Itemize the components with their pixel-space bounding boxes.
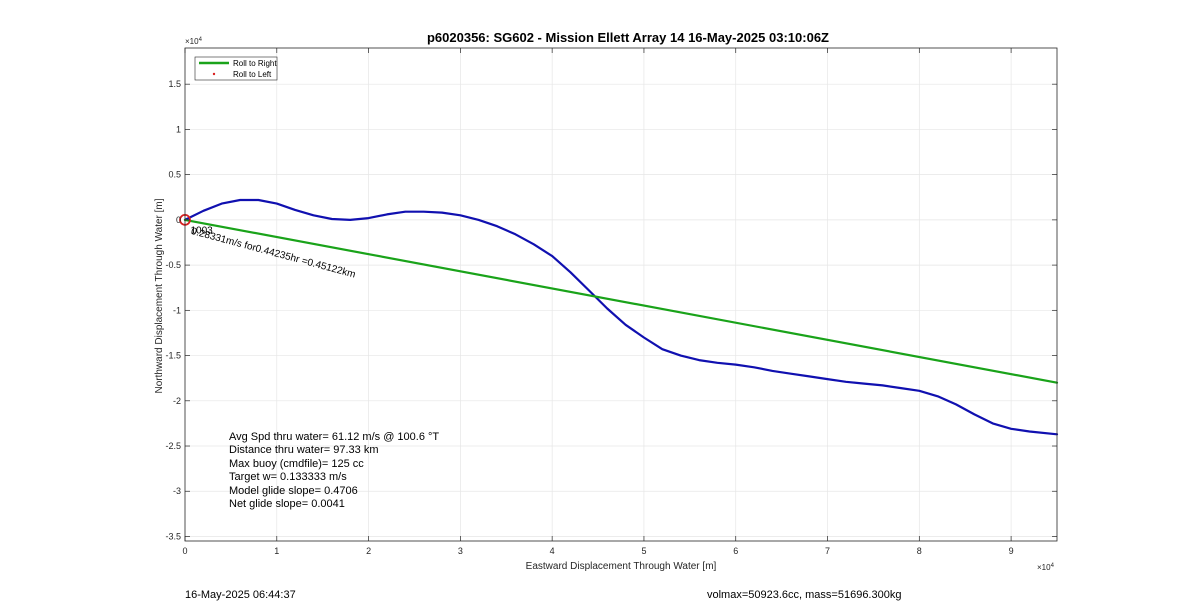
legend-marker-roll-left bbox=[212, 72, 216, 76]
stat-net-glide-slope: Net glide slope= 0.0041 bbox=[229, 498, 345, 510]
x-tick-label: 1 bbox=[274, 546, 279, 556]
x-tick-label: 3 bbox=[458, 546, 463, 556]
stats-block: Avg Spd thru water= 61.12 m/s @ 100.6 °T… bbox=[229, 431, 439, 510]
stat-distance: Distance thru water= 97.33 km bbox=[229, 444, 379, 456]
y-tick-label: -1 bbox=[173, 305, 181, 315]
stat-avg-speed: Avg Spd thru water= 61.12 m/s @ 100.6 °T bbox=[229, 431, 439, 443]
x-tick-label: 4 bbox=[550, 546, 555, 556]
footer-timestamp: 16-May-2025 06:44:37 bbox=[185, 589, 296, 601]
plot-frame bbox=[184, 47, 1058, 542]
x-tick-label: 2 bbox=[366, 546, 371, 556]
y-exponent-label: ×104 bbox=[185, 37, 203, 46]
axis-ticks: 0 1 2 3 4 5 6 7 8 9 1.5 1 0.5 0 -0.5 -1 -1.5 -2 -2.5 -3 -3.5 bbox=[165, 48, 1057, 556]
x-axis-label: Eastward Displacement Through Water [m] bbox=[526, 561, 717, 572]
y-axis-label: Northward Displacement Through Water [m] bbox=[154, 198, 165, 393]
legend: Roll to Right Roll to Left bbox=[194, 56, 277, 81]
stat-model-glide-slope: Model glide slope= 0.4706 bbox=[229, 485, 358, 497]
y-tick-label: -2.5 bbox=[165, 441, 181, 451]
x-tick-label: 7 bbox=[825, 546, 830, 556]
x-tick-label: 5 bbox=[641, 546, 646, 556]
legend-label-roll-left: Roll to Left bbox=[233, 70, 272, 79]
y-tick-label: 0.5 bbox=[168, 170, 181, 180]
y-tick-label: 1.5 bbox=[168, 79, 181, 89]
y-tick-label: -3 bbox=[173, 486, 181, 496]
legend-label-roll-right: Roll to Right bbox=[233, 59, 277, 68]
dive-number-annotation: 1003 bbox=[191, 226, 214, 237]
x-tick-label: 9 bbox=[1009, 546, 1014, 556]
y-tick-label: -0.5 bbox=[165, 260, 181, 270]
y-tick-label: -2 bbox=[173, 396, 181, 406]
y-tick-label: -1.5 bbox=[165, 351, 181, 361]
stat-max-buoy: Max buoy (cmdfile)= 125 cc bbox=[229, 458, 364, 470]
x-tick-label: 8 bbox=[917, 546, 922, 556]
chart-title: p6020356: SG602 - Mission Ellett Array 1… bbox=[427, 30, 829, 45]
y-tick-label: -3.5 bbox=[165, 531, 181, 541]
grid-lines bbox=[185, 48, 1057, 541]
series-track-line bbox=[183, 198, 1059, 436]
x-exponent-label: ×104 bbox=[1037, 563, 1055, 572]
series-roll-right-line bbox=[183, 218, 1059, 384]
stat-target-w: Target w= 0.133333 m/s bbox=[229, 471, 347, 483]
y-tick-label: 1 bbox=[176, 124, 181, 134]
y-tick-label: 0 bbox=[176, 215, 181, 225]
plot-area bbox=[185, 48, 1057, 541]
x-tick-label: 0 bbox=[182, 546, 187, 556]
x-tick-label: 6 bbox=[733, 546, 738, 556]
footer-volmax-mass: volmax=50923.6cc, mass=51696.300kg bbox=[707, 589, 901, 601]
